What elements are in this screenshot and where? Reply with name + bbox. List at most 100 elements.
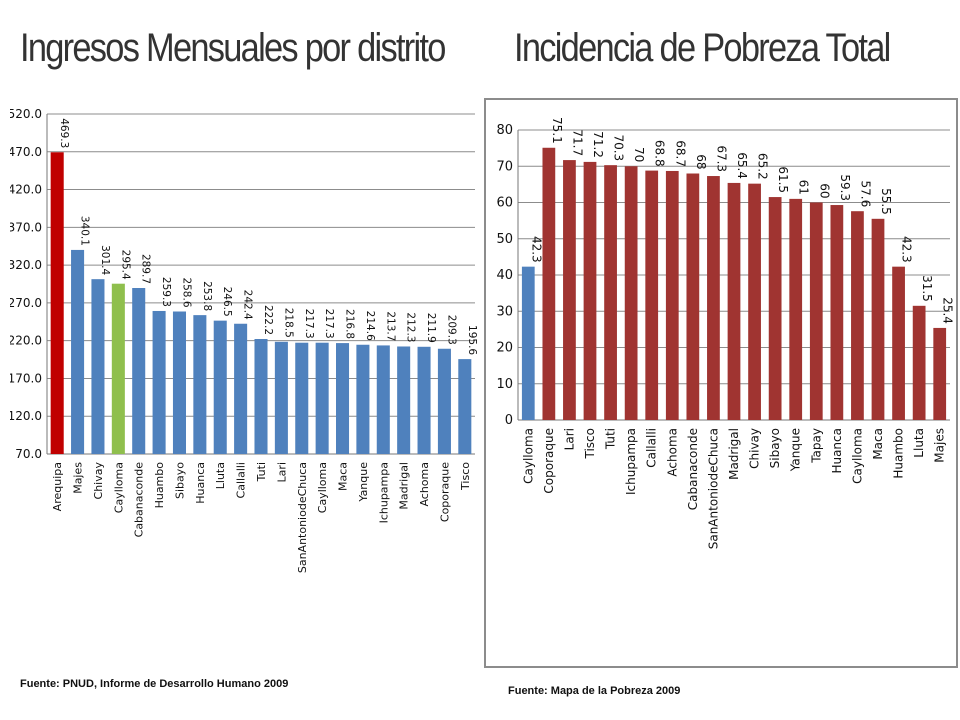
x-tick-label: Cabanaconde: [133, 462, 146, 538]
x-tick-label: Madrigal: [398, 462, 411, 510]
data-label: 212.3: [405, 312, 417, 342]
data-label: 216.8: [344, 309, 356, 339]
x-tick-label: Yanque: [789, 428, 803, 472]
y-tick-label: 40: [496, 268, 513, 283]
data-label: 211.9: [425, 313, 437, 343]
data-label: 65.2: [756, 153, 770, 180]
data-label: 301.4: [99, 245, 111, 275]
data-label: 68.7: [673, 140, 687, 167]
left-chart-panel: Ingresos Mensuales por distrito 70.0 120.…: [7, 26, 478, 690]
data-label: 71.2: [591, 131, 605, 158]
bar: [356, 344, 370, 454]
bar: [707, 176, 720, 420]
income-bar-chart: 70.0 120.0 170.0 220.0 270.0 320.0 370.0 420.0 4…: [8, 107, 478, 573]
x-tick-label: Arequipa: [51, 462, 64, 511]
bar: [152, 310, 166, 454]
data-label: 68: [694, 154, 708, 169]
x-tick-label: Lari: [275, 462, 288, 482]
x-tick-label: Lluta: [214, 462, 227, 489]
x-tick-label: Tisco: [459, 462, 472, 491]
y-tick-label: 520.0: [10, 107, 42, 121]
data-label: 55.5: [879, 188, 893, 215]
bar: [892, 266, 905, 420]
bar: [274, 341, 288, 454]
data-label: 67.3: [714, 145, 728, 172]
data-label: 469.3: [58, 118, 70, 148]
x-tick-label: Tapay: [809, 428, 823, 464]
x-tick-label: SanAntoniodeChuca: [706, 428, 720, 549]
data-label: 217.3: [323, 309, 335, 339]
bar: [604, 165, 617, 420]
x-tick-label: Lari: [562, 428, 576, 450]
data-label: 340.1: [79, 216, 91, 246]
bar: [295, 342, 309, 454]
data-label: 57.6: [858, 180, 872, 207]
data-label: 195.6: [466, 325, 478, 355]
data-label: 65.4: [735, 152, 749, 179]
x-tick-label: Lluta: [912, 428, 926, 458]
x-tick-label: Ichupampa: [377, 462, 390, 523]
bar: [376, 345, 390, 454]
y-tick-label: 120.0: [10, 409, 42, 423]
x-tick-label: Chivay: [92, 462, 105, 500]
bar: [132, 288, 146, 454]
bar: [437, 348, 451, 454]
y-tick-label: 50: [496, 232, 513, 247]
data-label: 75.1: [550, 117, 564, 144]
data-label: 295.4: [119, 250, 131, 280]
bar: [50, 152, 64, 454]
bar: [748, 183, 761, 420]
data-label: 31.5: [920, 275, 934, 302]
x-tick-label: Coporaque: [542, 428, 556, 494]
x-tick-label: Huambo: [892, 428, 906, 479]
data-label: 59.3: [838, 174, 852, 201]
x-tick-label: Achoma: [665, 428, 679, 477]
bar: [645, 170, 659, 420]
x-tick-label: Maca: [871, 428, 885, 460]
bar: [336, 343, 350, 454]
bar: [933, 327, 947, 420]
y-tick-label: 80: [496, 123, 513, 138]
poverty-bar-chart: 0 10 20 30 40 50 60 70 80 42.3 Caylloma 75.1 Coporaq…: [496, 117, 954, 549]
data-label: 218.5: [282, 308, 294, 338]
y-tick-label: 70: [496, 159, 513, 174]
data-label: 289.7: [140, 254, 152, 284]
bar: [542, 147, 556, 420]
x-tick-label: SanAntoniodeChuca: [296, 462, 309, 573]
y-tick-label: 10: [496, 377, 513, 392]
data-label: 61.5: [776, 166, 790, 193]
y-tick-label: 30: [496, 304, 513, 319]
x-tick-label: Achoma: [418, 462, 431, 507]
data-label: 70.3: [612, 134, 626, 161]
data-label: 209.3: [445, 315, 457, 345]
bar: [234, 323, 248, 454]
x-tick-label: Huanca: [194, 462, 207, 504]
y-tick-label: 220.0: [10, 334, 42, 348]
data-label: 222.2: [262, 305, 274, 335]
data-label: 214.6: [364, 311, 376, 341]
bar: [71, 249, 85, 454]
right-source-note: Fuente: Mapa de la Pobreza 2009: [508, 685, 681, 697]
x-tick-label: Cabanaconde: [686, 428, 700, 510]
right-chart-panel: Incidencia de Pobreza Total 0 10 20 30 40 50 6…: [484, 0, 960, 720]
y-tick-label: 0: [505, 413, 513, 428]
bar: [583, 161, 597, 420]
data-label: 213.7: [384, 311, 396, 341]
bar: [768, 197, 782, 420]
y-tick-label: 420.0: [10, 183, 42, 197]
right-chart-title: Incidencia de Pobreza Total: [514, 26, 891, 70]
right-chart-area: 0 10 20 30 40 50 60 70 80 42.3 Caylloma 75.1 Coporaq…: [484, 98, 958, 668]
data-label: 42.3: [529, 236, 543, 263]
y-tick-label: 70.0: [15, 447, 42, 461]
bar: [193, 315, 207, 454]
x-tick-label: Yanque: [357, 462, 370, 503]
y-tick-label: 370.0: [10, 220, 42, 234]
bar: [871, 218, 885, 420]
bar: [624, 166, 638, 420]
bar: [111, 283, 125, 454]
data-label: 42.3: [900, 236, 914, 263]
x-tick-label: Tuti: [604, 428, 618, 450]
bar: [417, 346, 431, 454]
x-tick-label: Sibayo: [173, 462, 186, 499]
left-source-note: Fuente: PNUD, Informe de Desarrollo Huma…: [20, 678, 289, 690]
